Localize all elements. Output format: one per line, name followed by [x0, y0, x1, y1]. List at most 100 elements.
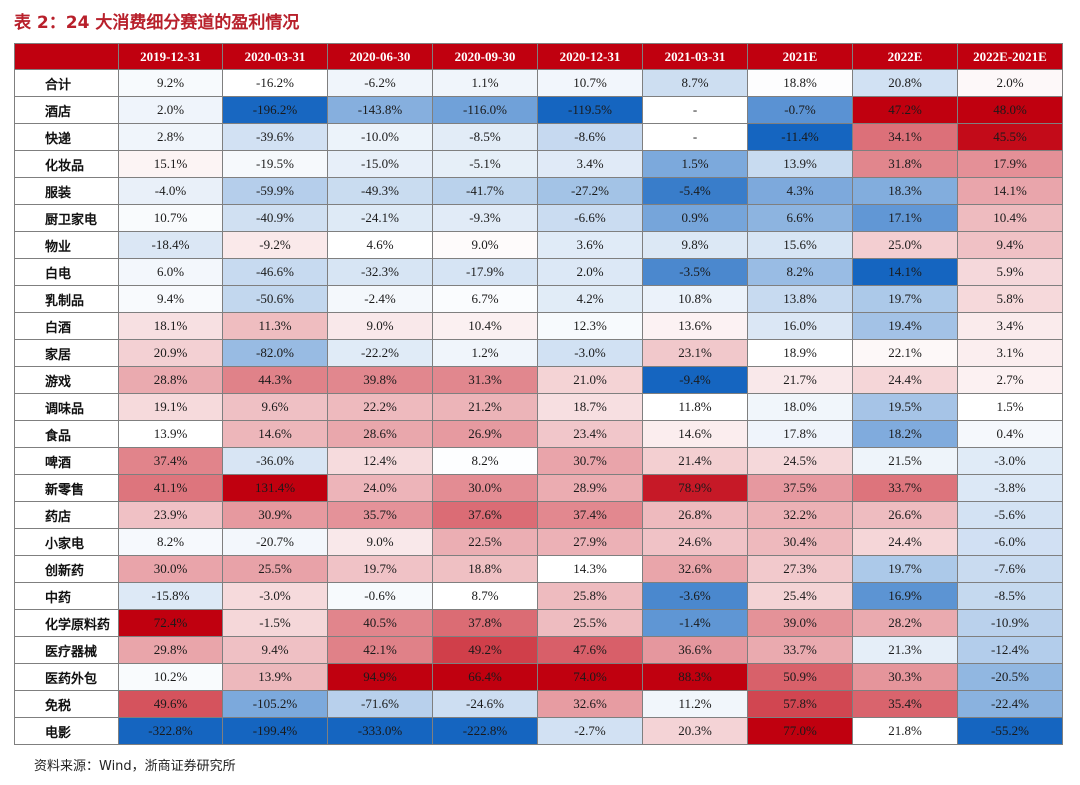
value-cell: -40.9% [222, 204, 328, 232]
row-label: 家居 [14, 339, 119, 367]
value-cell: -16.2% [222, 69, 328, 97]
value-cell: -9.3% [432, 204, 538, 232]
value-cell: 37.4% [118, 447, 223, 475]
value-cell: 25.0% [852, 231, 958, 259]
value-cell: 25.5% [537, 609, 643, 637]
value-cell: -3.0% [537, 339, 643, 367]
row-label: 免税 [14, 690, 119, 718]
table-row: 物业 -18.4% -9.2% 4.6% 9.0% 3.6% 9.8% 15.6% 25.0% 9… [14, 231, 1063, 259]
value-cell: 42.1% [327, 636, 433, 664]
value-cell: -6.2% [327, 69, 433, 97]
value-cell: 19.7% [327, 555, 433, 583]
value-cell: -2.4% [327, 285, 433, 313]
value-cell: 2.8% [118, 123, 223, 151]
value-cell: 26.6% [852, 501, 958, 529]
value-cell: -6.0% [957, 528, 1063, 556]
table-row: 化妆品 15.1% -19.5% -15.0% -5.1% 3.4% 1.5% 13.9% 31… [14, 150, 1063, 178]
value-cell: 21.3% [852, 636, 958, 664]
row-label: 医疗器械 [14, 636, 119, 664]
value-cell: 13.6% [642, 312, 748, 340]
value-cell: -1.4% [642, 609, 748, 637]
value-cell: 20.8% [852, 69, 958, 97]
value-cell: -39.6% [222, 123, 328, 151]
value-cell: 14.6% [222, 420, 328, 448]
value-cell: 47.6% [537, 636, 643, 664]
value-cell: 20.3% [642, 717, 748, 745]
value-cell: 25.5% [222, 555, 328, 583]
table-row: 白酒 18.1% 11.3% 9.0% 10.4% 12.3% 13.6% 16.0% 19.4… [14, 312, 1063, 340]
value-cell: 10.4% [432, 312, 538, 340]
value-cell: -5.4% [642, 177, 748, 205]
value-cell: -24.6% [432, 690, 538, 718]
value-cell: 9.4% [957, 231, 1063, 259]
column-header: 2021-03-31 [642, 43, 748, 70]
value-cell: -22.4% [957, 690, 1063, 718]
value-cell: 3.6% [537, 231, 643, 259]
value-cell: -32.3% [327, 258, 433, 286]
table-row: 医药外包 10.2% 13.9% 94.9% 66.4% 74.0% 88.3% 50.9% 3… [14, 663, 1063, 691]
profit-table: 2019-12-31 2020-03-31 2020-06-30 2020-09… [14, 43, 1063, 745]
value-cell: 37.4% [537, 501, 643, 529]
value-cell: 26.9% [432, 420, 538, 448]
value-cell: 131.4% [222, 474, 328, 502]
value-cell: 16.9% [852, 582, 958, 610]
column-header: 2020-09-30 [432, 43, 538, 70]
value-cell: 66.4% [432, 663, 538, 691]
value-cell: 78.9% [642, 474, 748, 502]
value-cell: 18.9% [747, 339, 853, 367]
value-cell: 19.1% [118, 393, 223, 421]
value-cell: 11.8% [642, 393, 748, 421]
value-cell: 21.2% [432, 393, 538, 421]
value-cell: 44.3% [222, 366, 328, 394]
value-cell: 34.1% [852, 123, 958, 151]
value-cell: 9.0% [327, 312, 433, 340]
profit-table-container: 2019-12-31 2020-03-31 2020-06-30 2020-09… [14, 43, 1063, 745]
value-cell: 9.2% [118, 69, 223, 97]
value-cell: 28.6% [327, 420, 433, 448]
value-cell: 4.6% [327, 231, 433, 259]
value-cell: 13.9% [747, 150, 853, 178]
value-cell: 39.0% [747, 609, 853, 637]
value-cell: 5.9% [957, 258, 1063, 286]
table-row: 医疗器械 29.8% 9.4% 42.1% 49.2% 47.6% 36.6% 33.7% 21… [14, 636, 1063, 664]
value-cell: 6.6% [747, 204, 853, 232]
value-cell: 18.8% [747, 69, 853, 97]
value-cell: 27.3% [747, 555, 853, 583]
value-cell: 4.2% [537, 285, 643, 313]
header-corner [14, 43, 119, 70]
value-cell: 24.5% [747, 447, 853, 475]
value-cell: -24.1% [327, 204, 433, 232]
value-cell: 30.7% [537, 447, 643, 475]
value-cell: -18.4% [118, 231, 223, 259]
value-cell: -143.8% [327, 96, 433, 124]
value-cell: 19.7% [852, 285, 958, 313]
value-cell: 35.7% [327, 501, 433, 529]
value-cell: 0.9% [642, 204, 748, 232]
value-cell: -22.2% [327, 339, 433, 367]
value-cell: -12.4% [957, 636, 1063, 664]
value-cell: 21.4% [642, 447, 748, 475]
value-cell: 2.0% [537, 258, 643, 286]
value-cell: 31.3% [432, 366, 538, 394]
row-label: 医药外包 [14, 663, 119, 691]
table-title: 表 2：24 大消费细分赛道的盈利情况 [14, 13, 300, 33]
value-cell: -7.6% [957, 555, 1063, 583]
value-cell: 9.6% [222, 393, 328, 421]
value-cell: -11.4% [747, 123, 853, 151]
value-cell: 23.9% [118, 501, 223, 529]
table-row: 快递 2.8% -39.6% -10.0% -8.5% -8.6% - -11.4% 34.1%… [14, 123, 1063, 151]
table-row: 新零售 41.1% 131.4% 24.0% 30.0% 28.9% 78.9% 37.5% 3… [14, 474, 1063, 502]
value-cell: 57.8% [747, 690, 853, 718]
value-cell: 14.1% [852, 258, 958, 286]
table-body: 合计 9.2% -16.2% -6.2% 1.1% 10.7% 8.7% 18.8% 20.8%… [14, 69, 1063, 745]
value-cell: 37.6% [432, 501, 538, 529]
value-cell: 19.7% [852, 555, 958, 583]
row-label: 乳制品 [14, 285, 119, 313]
value-cell: 30.4% [747, 528, 853, 556]
column-header: 2020-12-31 [537, 43, 643, 70]
value-cell: -8.6% [537, 123, 643, 151]
value-cell: 23.1% [642, 339, 748, 367]
value-cell: -71.6% [327, 690, 433, 718]
value-cell: 22.1% [852, 339, 958, 367]
value-cell: 36.6% [642, 636, 748, 664]
